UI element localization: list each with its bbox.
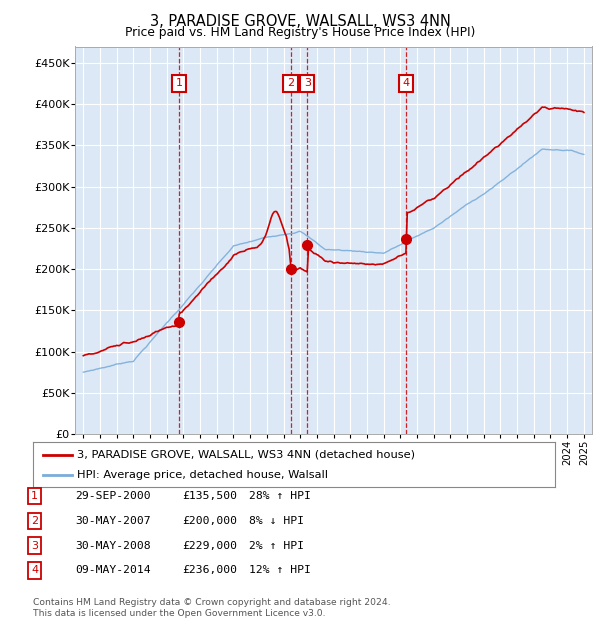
Text: 30-MAY-2007: 30-MAY-2007 — [75, 516, 151, 526]
Text: 4: 4 — [403, 78, 410, 88]
Text: 3, PARADISE GROVE, WALSALL, WS3 4NN: 3, PARADISE GROVE, WALSALL, WS3 4NN — [149, 14, 451, 29]
Text: £135,500: £135,500 — [182, 491, 237, 501]
Text: 28% ↑ HPI: 28% ↑ HPI — [249, 491, 311, 501]
Text: 2: 2 — [287, 78, 294, 88]
Text: 1: 1 — [31, 491, 38, 501]
Text: Contains HM Land Registry data © Crown copyright and database right 2024.
This d: Contains HM Land Registry data © Crown c… — [33, 598, 391, 618]
Text: 12% ↑ HPI: 12% ↑ HPI — [249, 565, 311, 575]
Text: £229,000: £229,000 — [182, 541, 237, 551]
Text: £236,000: £236,000 — [182, 565, 237, 575]
Text: 8% ↓ HPI: 8% ↓ HPI — [249, 516, 304, 526]
Text: 3: 3 — [304, 78, 311, 88]
Text: 29-SEP-2000: 29-SEP-2000 — [75, 491, 151, 501]
Text: 4: 4 — [31, 565, 38, 575]
Text: Price paid vs. HM Land Registry's House Price Index (HPI): Price paid vs. HM Land Registry's House … — [125, 26, 475, 39]
Text: 3: 3 — [31, 541, 38, 551]
Text: £200,000: £200,000 — [182, 516, 237, 526]
Text: 2% ↑ HPI: 2% ↑ HPI — [249, 541, 304, 551]
Text: 30-MAY-2008: 30-MAY-2008 — [75, 541, 151, 551]
Text: 2: 2 — [31, 516, 38, 526]
Text: 3, PARADISE GROVE, WALSALL, WS3 4NN (detached house): 3, PARADISE GROVE, WALSALL, WS3 4NN (det… — [77, 450, 415, 459]
Text: HPI: Average price, detached house, Walsall: HPI: Average price, detached house, Wals… — [77, 469, 328, 480]
Text: 1: 1 — [176, 78, 183, 88]
Text: 09-MAY-2014: 09-MAY-2014 — [75, 565, 151, 575]
